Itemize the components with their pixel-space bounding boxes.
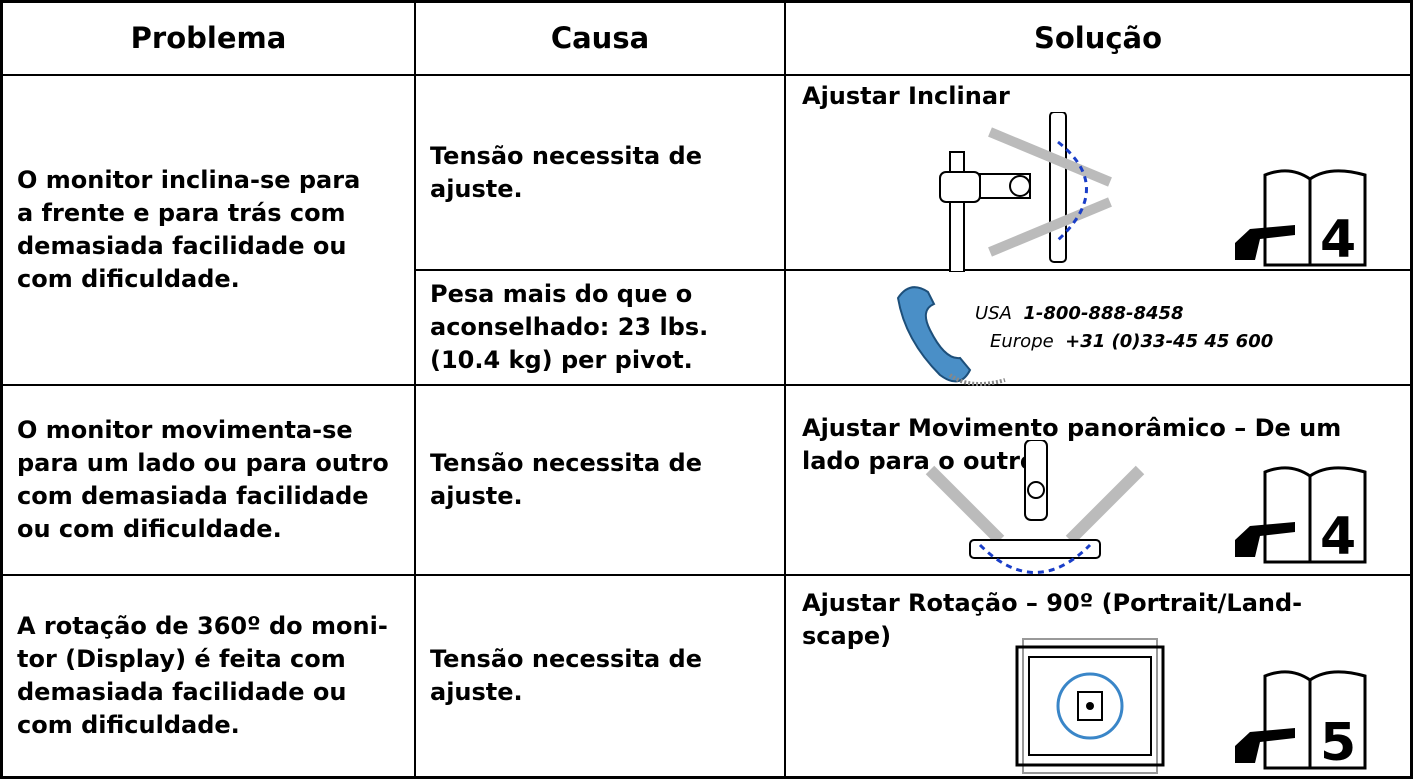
pan-illustration — [925, 440, 1145, 574]
cause-cell: Tensão necessita de ajuste. — [430, 645, 703, 706]
cause-cell: Pesa mais do que o aconselhado: 23 lbs. … — [430, 280, 709, 374]
phone: +31 (0)33-45 45 600 — [1065, 331, 1274, 352]
header-cell: Problema — [130, 21, 287, 55]
region: USA — [975, 303, 1012, 324]
contact-line: Europe +31 (0)33-45 45 600 — [990, 331, 1273, 352]
phone: 1-800-888-8458 — [1023, 303, 1184, 324]
region: Europe — [990, 331, 1054, 352]
tilt-illustration — [939, 112, 1112, 272]
contact-line: USA 1-800-888-8458 — [975, 303, 1184, 324]
cause-cell: Tensão necessita de ajuste. — [430, 449, 703, 510]
border — [0, 0, 3, 779]
book-icon: 4 — [1235, 466, 1367, 567]
phone-icon — [896, 286, 1006, 386]
problem-cell: A rotação de 360º do moni-tor (Display) … — [17, 612, 388, 739]
border — [1410, 0, 1413, 779]
solution-title: Ajustar Inclinar — [802, 82, 1010, 110]
rotation-illustration — [1015, 638, 1165, 774]
problem-cell: O monitor movimenta-se para um lado ou p… — [17, 416, 389, 543]
book-icon: 4 — [1235, 169, 1367, 270]
page-ref: 4 — [1320, 507, 1356, 567]
column-line — [414, 0, 416, 779]
row-line — [414, 269, 1413, 271]
problem-cell: O monitor inclina-se para a frente e par… — [17, 166, 361, 293]
row-line — [0, 384, 1413, 386]
row-line — [0, 574, 1413, 576]
row-line — [0, 74, 1413, 76]
solution-title: Ajustar Movimento panorâmico – De um lad… — [802, 414, 1342, 475]
cause-cell: Tensão necessita de ajuste. — [430, 141, 703, 203]
column-line — [784, 0, 786, 779]
book-icon: 5 — [1235, 670, 1367, 773]
header-cell: Causa — [550, 21, 650, 55]
border — [0, 776, 1413, 779]
solution-title: Ajustar Rotação – 90º (Portrait/Land-sca… — [802, 589, 1303, 650]
page-ref: 5 — [1320, 713, 1356, 773]
page-ref: 4 — [1320, 210, 1356, 270]
border — [0, 0, 1413, 3]
header-cell: Solução — [1033, 21, 1163, 55]
